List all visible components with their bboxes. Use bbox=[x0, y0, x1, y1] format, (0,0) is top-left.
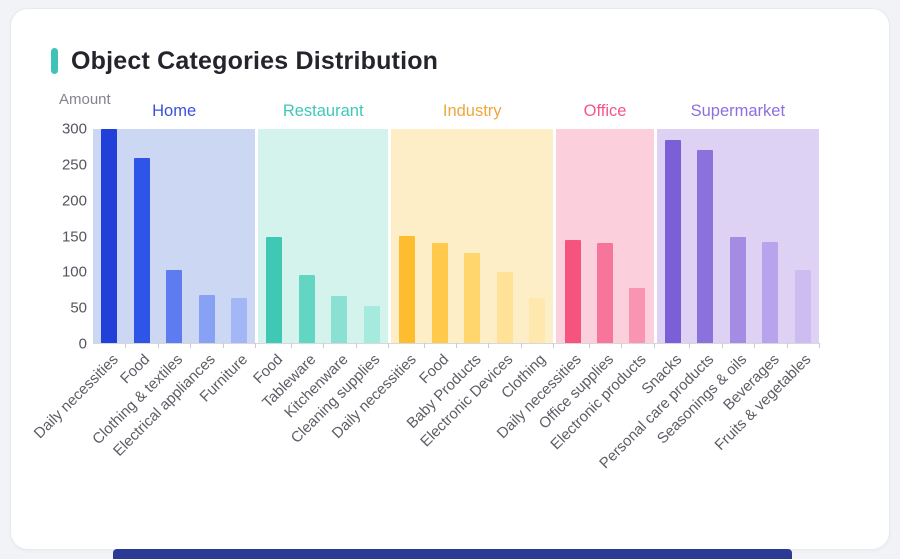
y-tick-label: 0 bbox=[78, 335, 87, 353]
bar-fruits-vegetables[interactable] bbox=[794, 270, 811, 343]
bar-clothing[interactable] bbox=[529, 298, 546, 343]
bar-cell: Fruits & vegetables bbox=[712, 129, 821, 454]
bar-furniture[interactable] bbox=[231, 298, 248, 343]
bar-kitchenware[interactable] bbox=[331, 295, 348, 343]
bar-cell: Baby Products bbox=[403, 129, 490, 432]
bar-electronic-products[interactable] bbox=[629, 288, 646, 343]
bar-cell: Seasonings & oils bbox=[654, 129, 756, 447]
bar-electrical-appliances[interactable] bbox=[198, 294, 215, 343]
bar-chart: Amount 0 50 100 150 200 250 300 Home Daily nece… bbox=[30, 83, 821, 523]
bar-cell: Food bbox=[250, 129, 293, 387]
bar-cell: Tableware bbox=[259, 129, 325, 411]
chart-card: Object Categories Distribution Amount 0 5… bbox=[10, 8, 890, 550]
bar-office-supplies[interactable] bbox=[597, 243, 614, 343]
bar-tableware[interactable] bbox=[298, 274, 315, 343]
title-row: Object Categories Distribution bbox=[51, 45, 817, 77]
group-label: Supermarket bbox=[690, 102, 786, 120]
bar-cleaning-supplies[interactable] bbox=[363, 305, 380, 343]
y-axis-tick-labels: 0 50 100 150 200 250 300 bbox=[51, 121, 87, 353]
plot-area: Home Daily necessities Food Clothing & text… bbox=[30, 102, 821, 472]
chart-title: Object Categories Distribution bbox=[71, 46, 439, 75]
category-group-supermarket: Supermarket Snacks Personal care products S… bbox=[596, 102, 821, 472]
y-axis-title: Amount bbox=[59, 91, 111, 108]
bar-daily-necessities[interactable] bbox=[101, 129, 118, 343]
bar-cell: Snacks bbox=[638, 129, 691, 398]
category-group-home: Home Daily necessities Food Clothing & text… bbox=[30, 102, 257, 460]
bar-cell: Daily necessities bbox=[494, 129, 591, 442]
y-tick-label: 200 bbox=[61, 192, 87, 210]
bar-cell: Food bbox=[416, 129, 458, 387]
bar-cell: Food bbox=[118, 129, 160, 387]
bar-cell: Electronic products bbox=[547, 129, 656, 453]
y-tick-label: 150 bbox=[61, 228, 87, 245]
bar-snacks[interactable] bbox=[664, 139, 681, 343]
bar-cell: Daily necessities bbox=[30, 129, 127, 442]
bar-food[interactable] bbox=[266, 236, 283, 343]
bar-seasonings-oils[interactable] bbox=[729, 236, 746, 343]
category-group-restaurant: Restaurant Food Tableware Kitchenware Cleani… bbox=[250, 102, 390, 447]
bar-cell: Furniture bbox=[197, 129, 257, 405]
bar-personal-care-products[interactable] bbox=[697, 149, 714, 343]
bar-electronic-devices[interactable] bbox=[496, 272, 513, 343]
bar-beverages[interactable] bbox=[762, 242, 779, 343]
bar-cell: Clothing bbox=[498, 129, 555, 402]
group-label: Industry bbox=[442, 102, 502, 120]
bar-cell: Electrical appliances bbox=[110, 129, 225, 460]
group-label: Restaurant bbox=[282, 102, 364, 120]
bar-cell: Cleaning supplies bbox=[288, 129, 390, 447]
category-group-industry: Industry Daily necessities Food Baby Produc… bbox=[328, 102, 555, 450]
bar-cell: Personal care products bbox=[596, 129, 724, 472]
bar-cell: Office supplies bbox=[536, 129, 623, 432]
y-tick-label: 100 bbox=[61, 263, 87, 281]
bar-cell: Beverages bbox=[720, 129, 788, 414]
bar-clothing-textiles[interactable] bbox=[166, 270, 183, 343]
category-group-office: Office Daily necessities Office supplies El… bbox=[494, 102, 656, 453]
title-accent-bar bbox=[51, 48, 58, 74]
bar-daily-necessities[interactable] bbox=[399, 236, 416, 343]
bar-food[interactable] bbox=[133, 158, 150, 343]
bar-daily-necessities[interactable] bbox=[564, 240, 581, 343]
bar-food[interactable] bbox=[431, 243, 448, 343]
y-tick-label: 50 bbox=[70, 299, 87, 317]
bar-cell: Daily necessities bbox=[328, 129, 426, 442]
bar-cell: Electronic Devices bbox=[417, 129, 523, 450]
bar-cell: Kitchenware bbox=[281, 129, 358, 421]
bar-cell: Clothing & textiles bbox=[89, 129, 192, 448]
bar-baby-products[interactable] bbox=[464, 253, 481, 343]
y-tick-label: 250 bbox=[61, 156, 87, 174]
group-label: Home bbox=[152, 102, 197, 120]
y-tick-label: 300 bbox=[61, 120, 87, 138]
group-label: Office bbox=[583, 102, 627, 120]
next-card-edge bbox=[113, 549, 792, 559]
